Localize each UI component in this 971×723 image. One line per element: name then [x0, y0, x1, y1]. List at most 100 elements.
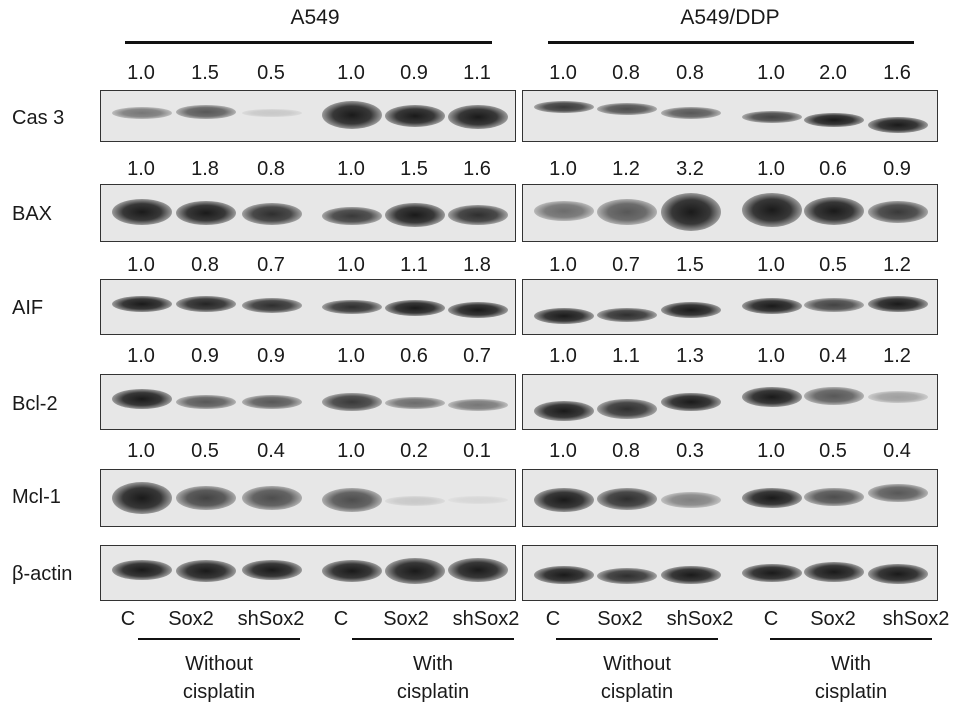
value: 1.0 — [337, 62, 365, 84]
row-label-bax: BAX — [12, 203, 53, 225]
band — [112, 107, 172, 119]
value: 1.6 — [883, 62, 911, 84]
band — [868, 564, 928, 584]
blot-panel-aif-ddp — [522, 279, 938, 335]
band — [868, 117, 928, 133]
blot-panel-mcl1-ddp — [522, 469, 938, 527]
blot-panel-bax-a549 — [100, 184, 516, 242]
value: 0.8 — [676, 62, 704, 84]
value: 1.2 — [883, 254, 911, 276]
value: 0.5 — [191, 440, 219, 462]
band — [804, 488, 864, 506]
band — [534, 201, 594, 221]
blot-panel-aif-a549 — [100, 279, 516, 335]
band — [534, 401, 594, 421]
blot-panel-bax-ddp — [522, 184, 938, 242]
value: 1.0 — [549, 440, 577, 462]
band — [661, 492, 721, 508]
value: 1.0 — [127, 440, 155, 462]
band — [448, 105, 508, 129]
group-rule-ddp — [548, 41, 914, 44]
value: 0.3 — [676, 440, 704, 462]
band — [176, 486, 236, 510]
value: 1.0 — [757, 158, 785, 180]
band — [176, 201, 236, 225]
band — [112, 296, 172, 312]
band — [661, 193, 721, 231]
band — [804, 298, 864, 312]
band — [322, 393, 382, 411]
value: 0.6 — [400, 345, 428, 367]
lane-label: C — [763, 608, 779, 630]
row-label-beta-actin: β-actin — [12, 563, 73, 585]
band — [868, 391, 928, 403]
value: 1.0 — [549, 62, 577, 84]
condition-line1: Without — [603, 653, 671, 675]
band — [868, 484, 928, 502]
band — [742, 564, 802, 582]
lane-label: C — [333, 608, 349, 630]
value: 0.8 — [612, 440, 640, 462]
value: 2.0 — [819, 62, 847, 84]
band — [742, 488, 802, 508]
lane-label: Sox2 — [168, 608, 214, 630]
lane-label: Sox2 — [810, 608, 856, 630]
value: 1.0 — [337, 254, 365, 276]
band — [534, 308, 594, 324]
band — [242, 560, 302, 580]
band — [597, 568, 657, 584]
band — [868, 296, 928, 312]
value: 3.2 — [676, 158, 704, 180]
condition-line2: cisplatin — [600, 681, 674, 703]
group-title-a549: A549 — [290, 6, 340, 29]
blot-panel-bcl2-ddp — [522, 374, 938, 430]
value: 1.0 — [337, 345, 365, 367]
band — [242, 395, 302, 409]
band — [242, 486, 302, 510]
band — [385, 397, 445, 409]
value: 0.7 — [463, 345, 491, 367]
band — [448, 496, 508, 504]
condition-label: Without cisplatin — [562, 650, 712, 706]
value: 0.9 — [257, 345, 285, 367]
value: 0.4 — [883, 440, 911, 462]
value: 1.0 — [127, 345, 155, 367]
value: 0.8 — [257, 158, 285, 180]
band — [661, 302, 721, 318]
band — [804, 562, 864, 582]
condition-rule — [556, 638, 718, 640]
condition-line1: With — [831, 653, 871, 675]
value: 0.4 — [257, 440, 285, 462]
value: 0.8 — [191, 254, 219, 276]
band — [534, 566, 594, 584]
band — [661, 566, 721, 584]
band — [804, 197, 864, 225]
value: 1.3 — [676, 345, 704, 367]
band — [804, 387, 864, 405]
value: 0.4 — [819, 345, 847, 367]
blot-panel-mcl1-a549 — [100, 469, 516, 527]
value: 1.0 — [337, 440, 365, 462]
lane-label: shSox2 — [452, 608, 520, 630]
value: 0.5 — [819, 254, 847, 276]
band — [448, 302, 508, 318]
blot-panel-cas3-ddp — [522, 90, 938, 142]
value: 0.7 — [612, 254, 640, 276]
value: 1.8 — [191, 158, 219, 180]
condition-label: With cisplatin — [358, 650, 508, 706]
band — [597, 399, 657, 419]
group-title-ddp: A549/DDP — [680, 6, 780, 29]
value: 0.9 — [883, 158, 911, 180]
value: 1.0 — [549, 158, 577, 180]
blot-panel-cas3-a549 — [100, 90, 516, 142]
band — [176, 105, 236, 119]
band — [534, 101, 594, 113]
band — [804, 113, 864, 127]
band — [385, 105, 445, 127]
value: 1.0 — [127, 254, 155, 276]
band — [448, 399, 508, 411]
band — [322, 488, 382, 512]
band — [661, 393, 721, 411]
value: 0.1 — [463, 440, 491, 462]
value: 1.0 — [757, 62, 785, 84]
